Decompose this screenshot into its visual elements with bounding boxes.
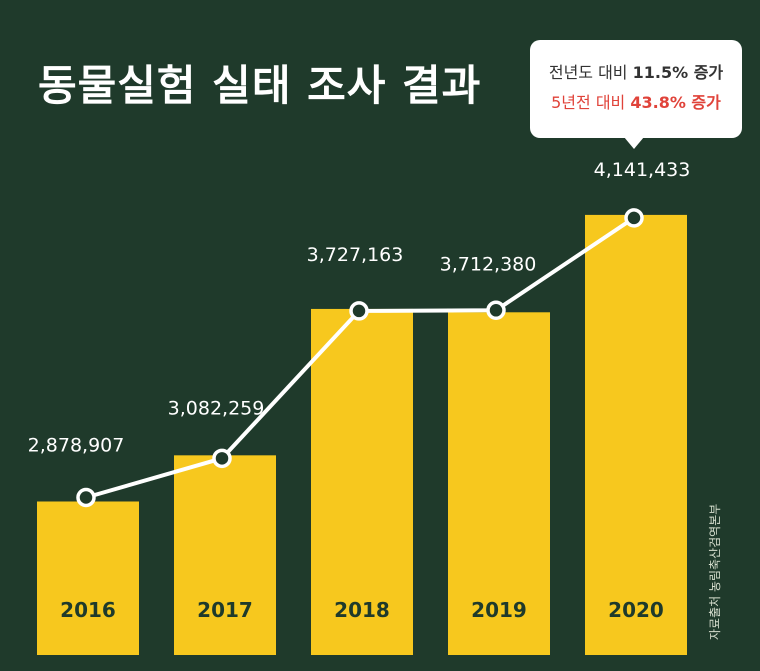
value-label-2016: 2,878,907 <box>28 434 125 456</box>
callout-yoy: 전년도 대비 11.5% 증가 <box>530 58 742 88</box>
point-2018 <box>349 301 369 321</box>
callout-5yr: 5년전 대비 43.8% 증가 <box>530 88 742 118</box>
year-label-2016: 2016 <box>60 598 116 622</box>
bar-2020 <box>585 214 687 655</box>
year-label-2017: 2017 <box>197 598 253 622</box>
bar-2017 <box>174 455 276 655</box>
value-label-2020: 4,141,433 <box>594 159 691 181</box>
callout-5yr-suffix: 증가 <box>685 93 721 112</box>
growth-callout: 전년도 대비 11.5% 증가 5년전 대비 43.8% 증가 <box>530 40 742 149</box>
callout-yoy-value: 11.5% <box>632 63 689 82</box>
point-2017 <box>212 448 232 469</box>
callout-5yr-prefix: 5년전 대비 <box>551 93 631 112</box>
bar-2018 <box>311 308 413 655</box>
callout-yoy-prefix: 전년도 대비 <box>548 63 633 82</box>
bar-2016 <box>37 501 139 655</box>
value-label-2019: 3,712,380 <box>440 253 537 275</box>
year-label-2020: 2020 <box>608 598 664 622</box>
point-2019 <box>486 300 506 321</box>
year-label-2018: 2018 <box>334 598 390 622</box>
year-label-2019: 2019 <box>471 598 527 622</box>
source-note: 자료출처 농림축산검역본부 <box>708 503 722 640</box>
bar-2019 <box>448 312 550 655</box>
point-2020 <box>624 208 644 228</box>
value-label-2017: 3,082,259 <box>168 397 265 419</box>
callout-yoy-suffix: 증가 <box>688 63 724 82</box>
chart-title: 동물실험 실태 조사 결과 <box>38 61 482 110</box>
value-label-2018: 3,727,163 <box>307 244 404 266</box>
point-2016 <box>76 487 96 508</box>
callout-5yr-value: 43.8% <box>630 93 686 112</box>
